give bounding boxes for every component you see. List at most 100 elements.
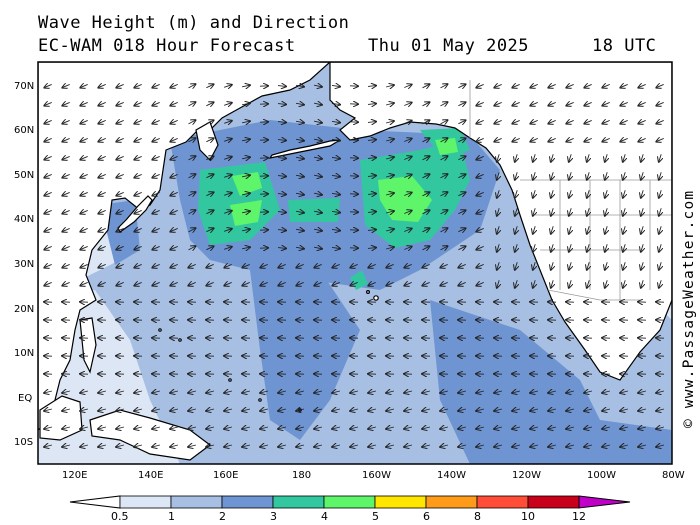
- direction-arrow: [530, 138, 538, 141]
- direction-arrow: [404, 193, 411, 196]
- direction-arrow: [512, 427, 521, 429]
- direction-arrow: [134, 210, 142, 213]
- direction-arrow: [404, 121, 411, 124]
- direction-arrow: [386, 409, 395, 411]
- direction-arrow: [602, 138, 610, 141]
- direction-arrow: [314, 139, 322, 141]
- direction-arrow: [533, 280, 535, 288]
- direction-arrow: [206, 210, 213, 213]
- direction-arrow: [152, 409, 161, 411]
- direction-arrow: [422, 84, 430, 88]
- direction-arrow: [404, 139, 411, 142]
- direction-arrow: [80, 282, 88, 285]
- direction-arrow: [98, 246, 106, 249]
- colorbar-segment: [170, 495, 223, 509]
- direction-arrow: [242, 193, 250, 195]
- direction-arrow: [458, 210, 465, 213]
- direction-arrow: [188, 102, 196, 106]
- direction-arrow: [296, 211, 304, 212]
- direction-arrow: [278, 264, 286, 267]
- direction-arrow: [116, 282, 124, 285]
- direction-arrow: [170, 174, 178, 177]
- direction-arrow: [242, 103, 250, 105]
- lon-label: 140W: [437, 470, 466, 481]
- direction-arrow: [368, 264, 376, 267]
- direction-arrow: [296, 247, 304, 248]
- direction-arrow: [116, 102, 124, 105]
- direction-arrow: [638, 391, 647, 393]
- direction-arrow: [587, 190, 589, 198]
- direction-arrow: [350, 282, 358, 285]
- direction-arrow: [533, 244, 535, 252]
- colorbar-arrow-high: [578, 495, 631, 509]
- direction-arrow: [476, 409, 485, 411]
- lat-label: 40N: [14, 214, 34, 225]
- direction-arrow: [44, 427, 53, 429]
- direction-arrow: [515, 154, 517, 162]
- direction-arrow: [98, 391, 107, 393]
- direction-arrow: [587, 172, 589, 180]
- direction-arrow: [80, 391, 89, 393]
- direction-arrow: [242, 85, 250, 87]
- direction-arrow: [404, 85, 411, 88]
- direction-arrow: [80, 192, 88, 195]
- direction-arrow: [98, 409, 107, 411]
- direction-arrow: [584, 120, 592, 123]
- direction-arrow: [638, 445, 647, 447]
- direction-arrow: [494, 84, 502, 87]
- direction-arrow: [277, 86, 286, 87]
- direction-arrow: [551, 190, 553, 198]
- direction-arrow: [458, 120, 465, 123]
- direction-arrow: [188, 120, 196, 124]
- direction-arrow: [404, 391, 413, 393]
- direction-arrow: [260, 427, 269, 429]
- direction-arrow: [152, 445, 161, 447]
- direction-arrow: [422, 102, 430, 106]
- direction-arrow: [314, 409, 323, 411]
- direction-arrow: [331, 247, 340, 248]
- direction-arrow: [659, 208, 661, 216]
- direction-arrow: [605, 208, 607, 216]
- lat-label: 30N: [14, 259, 34, 270]
- direction-arrow: [494, 427, 503, 429]
- direction-arrow: [512, 120, 520, 123]
- direction-arrow: [80, 84, 88, 87]
- direction-arrow: [602, 120, 610, 123]
- direction-arrow: [242, 427, 251, 429]
- colorbar-segment: [374, 495, 427, 509]
- direction-arrow: [206, 174, 213, 177]
- direction-arrow: [134, 445, 143, 447]
- direction-arrow: [530, 445, 539, 447]
- direction-arrow: [476, 391, 485, 393]
- direction-arrow: [62, 156, 70, 159]
- direction-arrow: [332, 282, 340, 285]
- direction-arrow: [44, 210, 52, 213]
- direction-arrow: [116, 391, 125, 393]
- direction-arrow: [260, 445, 269, 447]
- direction-arrow: [296, 121, 304, 122]
- direction-arrow: [440, 391, 449, 393]
- direction-arrow: [80, 174, 88, 177]
- lon-label: 100W: [587, 470, 616, 481]
- direction-arrow: [620, 427, 629, 429]
- direction-arrow: [533, 190, 535, 198]
- direction-arrow: [350, 391, 359, 393]
- direction-arrow: [152, 210, 160, 213]
- direction-arrow: [440, 156, 448, 160]
- direction-arrow: [476, 84, 484, 87]
- direction-arrow: [641, 226, 643, 234]
- direction-arrow: [440, 210, 448, 214]
- direction-arrow: [116, 246, 124, 249]
- direction-arrow: [533, 262, 535, 270]
- direction-arrow: [314, 445, 323, 447]
- direction-arrow: [368, 427, 377, 429]
- direction-arrow: [134, 282, 142, 285]
- direction-arrow: [152, 192, 160, 195]
- direction-arrow: [134, 102, 142, 105]
- direction-arrow: [641, 280, 643, 288]
- map-frame: [37, 61, 673, 465]
- hawaii-island: [366, 290, 371, 295]
- direction-arrow: [260, 409, 269, 411]
- direction-arrow: [206, 427, 215, 429]
- direction-arrow: [277, 122, 286, 123]
